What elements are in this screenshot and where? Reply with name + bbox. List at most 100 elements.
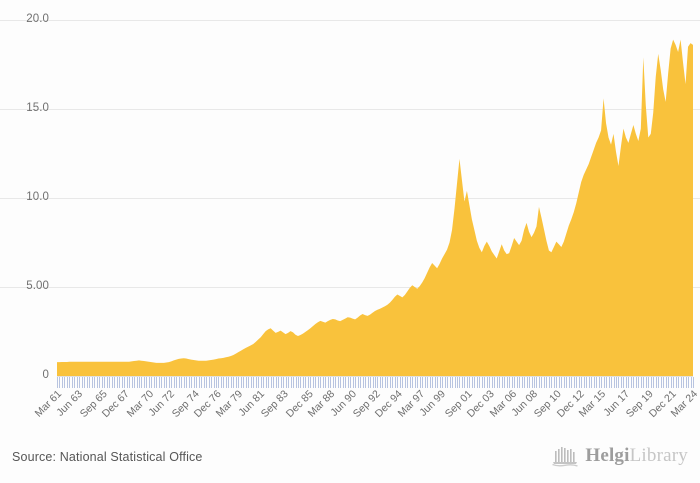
x-tick-mark [355,377,357,388]
x-tick-mark [114,377,116,388]
x-tick-mark [459,377,461,388]
x-tick-mark [583,377,585,388]
x-tick-mark [193,377,195,388]
x-tick-mark [148,377,150,388]
x-tick-mark [111,377,113,388]
x-tick-mark [474,377,476,388]
x-tick-mark [521,377,523,388]
x-tick-mark [611,377,613,388]
x-tick-mark [645,377,647,388]
x-tick-mark [638,377,640,388]
x-tick-mark [367,377,369,388]
x-tick-mark [198,377,200,388]
x-tick-mark [186,377,188,388]
x-tick-mark [573,377,575,388]
x-tick-mark [516,377,518,388]
x-tick-mark [501,377,503,388]
x-tick-mark [427,377,429,388]
x-tick-mark [305,377,307,388]
x-tick-mark [447,377,449,388]
x-tick-mark [352,377,354,388]
x-tick-mark [499,377,501,388]
x-tick-mark [273,377,275,388]
x-tick-mark [143,377,145,388]
x-tick-mark [332,377,334,388]
brand-name: HelgiLibrary [585,445,688,467]
x-tick-mark [213,377,215,388]
x-tick-mark [379,377,381,388]
x-tick-mark [524,377,526,388]
x-tick-mark [94,377,96,388]
x-tick-mark [124,377,126,388]
area-fill-path [57,39,693,376]
x-tick-mark [668,377,670,388]
x-tick-mark [61,377,63,388]
x-tick-mark [484,377,486,388]
x-tick-mark [640,377,642,388]
x-tick-mark [389,377,391,388]
x-tick-mark [399,377,401,388]
x-tick-mark [104,377,106,388]
x-tick-mark [181,377,183,388]
x-tick-mark [201,377,203,388]
x-tick-mark [588,377,590,388]
x-tick-mark [347,377,349,388]
x-tick-mark [489,377,491,388]
x-tick-mark [618,377,620,388]
x-tick-mark [233,377,235,388]
x-tick-mark [84,377,86,388]
x-tick-mark [392,377,394,388]
x-tick-mark [558,377,560,388]
x-tick-mark [163,377,165,388]
x-tick-mark [156,377,158,388]
x-tick-mark [191,377,193,388]
x-tick-mark [288,377,290,388]
x-tick-mark [151,377,153,388]
x-tick-mark [481,377,483,388]
x-tick-mark [183,377,185,388]
x-tick-mark [295,377,297,388]
x-tick-mark [297,377,299,388]
x-tick-mark [531,377,533,388]
x-tick-mark [372,377,374,388]
x-tick-mark [454,377,456,388]
x-tick-mark [648,377,650,388]
x-tick-mark [66,377,68,388]
brand-name-bold: Helgi [585,445,630,466]
x-tick-mark [57,377,58,388]
x-tick-mark [553,377,555,388]
x-tick-mark [129,377,131,388]
x-tick-mark [203,377,205,388]
x-tick-mark [409,377,411,388]
x-tick-mark [310,377,312,388]
x-tick-mark [216,377,217,388]
x-tick-mark [220,377,222,388]
x-tick-mark [422,377,424,388]
x-tick-mark [496,377,498,388]
x-tick-mark [543,377,545,388]
x-tick-mark [134,377,136,388]
x-tick-mark [504,377,506,388]
x-tick-mark [342,377,344,388]
x-tick-mark [571,377,573,388]
x-tick-mark [375,377,376,388]
x-tick-mark [452,377,454,388]
x-tick-mark [64,377,66,388]
x-tick-mark [171,377,173,388]
x-tick-mark [253,377,255,388]
x-tick-mark [283,377,285,388]
x-tick-mark [357,377,359,388]
x-tick-mark [548,377,550,388]
x-tick-mark [680,377,682,388]
x-tick-mark [245,377,247,388]
x-tick-mark [643,377,645,388]
x-tick-mark [663,377,665,388]
x-tick-mark [546,377,548,388]
x-tick-mark [208,377,210,388]
x-tick-mark [514,377,516,388]
x-tick-mark [322,377,324,388]
x-tick-mark [71,377,73,388]
x-tick-mark [471,377,473,388]
x-tick-mark [476,377,478,388]
